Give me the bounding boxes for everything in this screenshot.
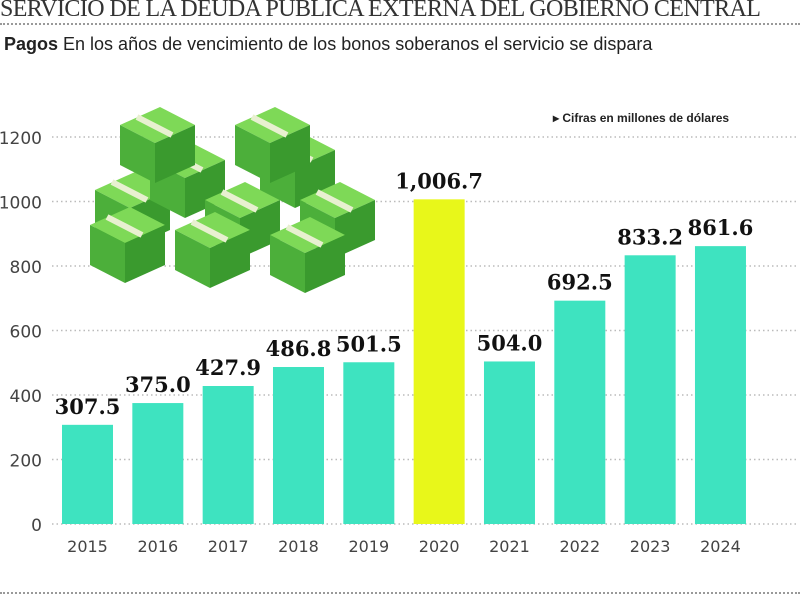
y-tick-label: 1200 [0, 129, 42, 149]
data-label: 427.9 [195, 355, 261, 380]
data-label: 1,006.7 [395, 168, 483, 193]
data-label: 375.0 [125, 372, 191, 397]
footer-divider [0, 592, 800, 594]
bar-2023 [624, 255, 676, 524]
title-divider [0, 23, 800, 25]
x-tick-label: 2020 [419, 537, 460, 556]
money-stacks-illustration [90, 107, 375, 293]
x-tick-label: 2024 [700, 537, 741, 556]
subtitle-text: En los años de vencimiento de los bonos … [63, 34, 653, 54]
bar-2018 [272, 367, 324, 524]
data-label: 692.5 [547, 270, 613, 295]
x-tick-label: 2016 [137, 537, 178, 556]
x-tick-label: 2017 [208, 537, 249, 556]
y-tick-label: 200 [10, 452, 42, 472]
data-label: 486.8 [266, 336, 332, 361]
bar-2021 [483, 361, 535, 524]
subtitle-bold: Pagos [4, 34, 59, 54]
x-tick-label: 2023 [630, 537, 671, 556]
data-label: 861.6 [688, 215, 754, 240]
x-tick-label: 2021 [489, 537, 530, 556]
y-tick-label: 800 [10, 258, 42, 278]
bar-2019 [343, 362, 395, 524]
y-tick-label: 600 [10, 323, 42, 343]
bar-2020 [413, 199, 465, 525]
x-tick-label: 2022 [559, 537, 600, 556]
data-label: 833.2 [617, 224, 683, 249]
bar-2022 [554, 300, 606, 524]
units-note-text: Cifras en millones de dólares [562, 111, 730, 125]
x-tick-label: 2015 [67, 537, 108, 556]
data-label: 504.0 [477, 330, 543, 355]
chart-subtitle: Pagos En los años de vencimiento de los b… [4, 34, 652, 55]
bar-2024 [694, 246, 746, 524]
bar-2017 [202, 386, 254, 524]
y-tick-label: 0 [31, 516, 42, 536]
data-label: 307.5 [55, 394, 121, 419]
x-tick-label: 2019 [348, 537, 389, 556]
data-label: 501.5 [336, 331, 402, 356]
bar-2016 [132, 403, 184, 524]
x-tick-label: 2018 [278, 537, 319, 556]
y-tick-label: 1000 [0, 194, 42, 214]
chart-title: SERVICIO DE LA DEUDA PÚBLICA EXTERNA DEL… [0, 0, 761, 22]
bar-2015 [62, 424, 113, 524]
y-tick-label: 400 [10, 387, 42, 407]
units-note: ▸ Cifras en millones de dólares [553, 111, 730, 125]
